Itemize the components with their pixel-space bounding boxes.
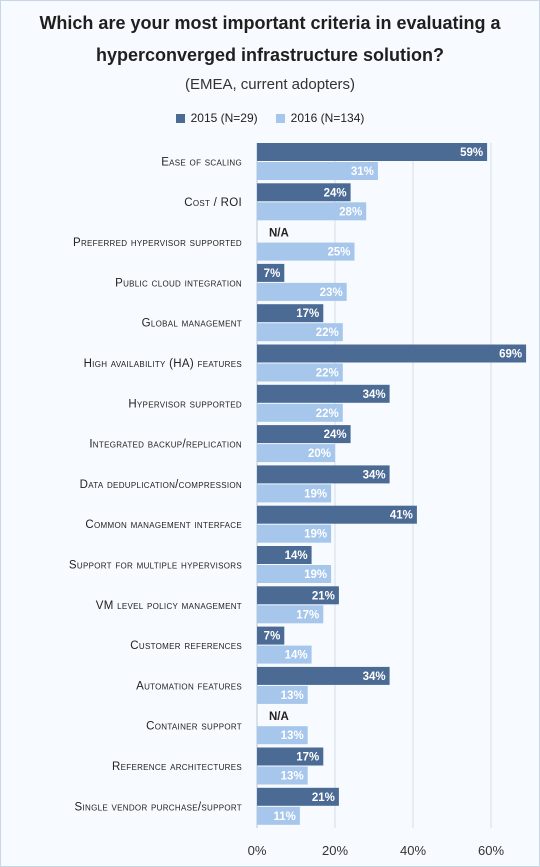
bar-2015 (257, 384, 390, 403)
value-label: 13% (281, 730, 304, 742)
x-tick-label: 60% (478, 843, 504, 858)
value-label: 7% (264, 268, 281, 280)
bar-2015 (257, 425, 351, 444)
bar-2016 (257, 323, 343, 342)
bar-2016 (257, 363, 343, 382)
x-tick-label: 40% (400, 843, 426, 858)
category-label: Support for multiple hypervisors (69, 560, 242, 572)
bar-2015 (257, 787, 339, 806)
bar-2016 (257, 806, 300, 825)
bar-2015 (257, 344, 527, 363)
bar-2016 (257, 444, 335, 463)
value-label: 31% (351, 166, 374, 178)
category-label: Public cloud integration (115, 277, 242, 289)
bar-2016 (257, 484, 332, 503)
value-label: 14% (285, 650, 308, 662)
value-label: 22% (316, 327, 339, 339)
legend-swatch-2015 (175, 113, 185, 123)
value-label: 41% (390, 510, 413, 522)
category-label: VM level policy management (96, 600, 242, 612)
value-label: 19% (304, 529, 327, 541)
bar-2015 (257, 666, 390, 685)
bar-2015 (257, 304, 324, 323)
bar-2016 (257, 605, 324, 624)
category-label: Container support (146, 721, 242, 733)
value-label: 13% (281, 771, 304, 783)
value-label-na: N/A (269, 228, 289, 240)
category-label: Customer references (130, 640, 242, 652)
value-label: 7% (264, 631, 281, 643)
category-label: Preferred hypervisor supported (73, 237, 242, 249)
x-tick-label: 0% (248, 843, 267, 858)
value-label: 11% (274, 811, 296, 823)
legend-label-2015: 2015 (N=29) (190, 111, 258, 125)
category-label: Reference architectures (112, 761, 242, 773)
value-label: 17% (296, 308, 319, 320)
chart-subtitle: (EMEA, current adopters) (184, 76, 356, 93)
bar-2016 (257, 403, 343, 422)
bar-2016 (257, 202, 367, 221)
legend-item-2015: 2015 (N=29) (175, 111, 258, 125)
bar-2015 (257, 546, 312, 564)
bar-2015 (257, 586, 339, 605)
bar-2015 (257, 465, 390, 484)
value-label: 21% (312, 792, 335, 804)
value-label: 19% (304, 488, 327, 500)
legend-swatch-2016 (275, 113, 285, 123)
category-label: Cost / ROI (184, 197, 242, 209)
value-label: 69% (499, 349, 522, 361)
value-label: 34% (363, 469, 386, 481)
category-label: High availability (HA) features (84, 358, 242, 370)
category-label: Single vendor purchase/support (75, 801, 242, 813)
value-label: 25% (327, 247, 350, 259)
bar-2015 (257, 143, 488, 161)
bar-2016 (257, 685, 308, 704)
value-label: 17% (296, 609, 319, 621)
value-label: 28% (339, 206, 362, 218)
bar-2016 (257, 726, 308, 745)
x-tick-label: 20% (322, 843, 348, 858)
chart-title-line-2: hyperconverged infrastructure solution? (95, 45, 445, 65)
chart-legend: 2015 (N=29) 2016 (N=134) (0, 111, 540, 125)
value-label: 21% (312, 590, 335, 602)
value-label: 19% (304, 569, 327, 581)
value-label: 24% (324, 187, 347, 199)
value-label: 34% (363, 671, 386, 683)
bar-2016 (257, 524, 332, 543)
value-label: 14% (285, 550, 308, 562)
legend-item-2016: 2016 (N=134) (275, 111, 365, 125)
bar-2015 (257, 626, 285, 645)
bar-2015 (257, 747, 324, 766)
value-label: 22% (316, 368, 339, 380)
value-label: 20% (308, 448, 331, 460)
category-label: Common management interface (85, 519, 242, 531)
category-label: Global management (142, 318, 242, 330)
bar-2015 (257, 263, 285, 282)
category-label: Hypervisor supported (128, 398, 242, 410)
bar-2016 (257, 565, 332, 583)
value-label: 24% (324, 429, 347, 441)
bar-2016 (257, 645, 312, 664)
value-label: 22% (316, 408, 339, 420)
bar-2015 (257, 183, 351, 202)
value-label: 34% (363, 389, 386, 401)
bar-2016 (257, 282, 347, 301)
category-label: Ease of scaling (161, 157, 242, 169)
value-label: 23% (320, 287, 343, 299)
category-label: Integrated backup/replication (89, 439, 242, 451)
chart-title-line-1: Which are your most important criteria i… (39, 13, 501, 33)
bar-2016 (257, 242, 355, 261)
bar-2016 (257, 162, 378, 180)
bar-2016 (257, 766, 308, 785)
legend-label-2016: 2016 (N=134) (290, 111, 365, 125)
category-label: Automation features (136, 680, 242, 692)
bar-2015 (257, 505, 417, 524)
value-label: 59% (460, 147, 483, 159)
value-label: 17% (296, 752, 319, 764)
value-label-na: N/A (269, 711, 289, 723)
value-label: 13% (281, 690, 304, 702)
category-label: Data deduplication/compression (80, 479, 242, 491)
